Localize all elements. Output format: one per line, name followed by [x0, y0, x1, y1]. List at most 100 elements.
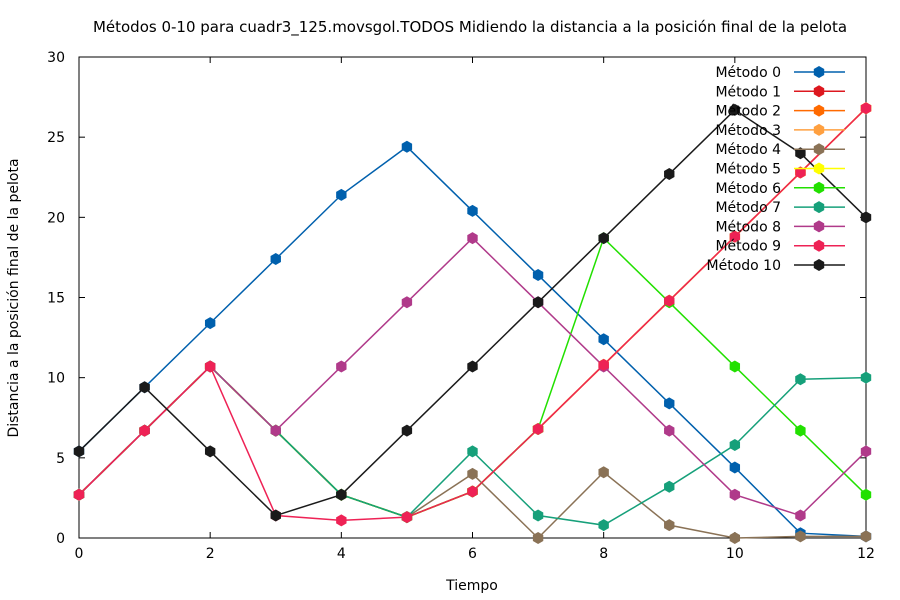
data-point: [795, 166, 806, 179]
legend-item: Método 0: [715, 65, 845, 81]
legend-label: Método 8: [715, 219, 781, 235]
x-tick-label: 2: [206, 546, 215, 562]
legend-swatch-marker: [813, 259, 825, 271]
data-point: [598, 466, 609, 479]
data-point: [664, 397, 675, 410]
data-point: [729, 103, 741, 116]
legend-label: Método 6: [715, 181, 781, 197]
data-point: [139, 424, 150, 437]
legend-swatch-marker: [813, 66, 825, 78]
data-point: [795, 373, 806, 386]
data-point: [336, 188, 347, 201]
data-point: [532, 532, 544, 544]
data-point: [598, 519, 609, 532]
data-point: [598, 333, 609, 346]
x-tick-label: 6: [468, 546, 477, 562]
legend-label: Método 10: [707, 258, 781, 274]
data-point: [270, 509, 281, 522]
data-point: [401, 296, 413, 309]
data-point: [860, 371, 872, 384]
legend-item: Método 3: [715, 123, 845, 139]
legend-swatch-marker: [813, 181, 825, 194]
legend-label: Método 0: [715, 65, 781, 81]
data-point: [664, 424, 675, 437]
data-point: [795, 509, 806, 522]
data-point: [860, 102, 872, 115]
data-point: [664, 480, 675, 493]
data-point: [532, 509, 544, 522]
data-point: [336, 488, 347, 501]
data-point: [729, 461, 741, 474]
series-layer: [73, 102, 872, 544]
data-point: [73, 445, 85, 458]
y-axis: 0 5 10 15 20 25 30: [47, 50, 866, 547]
legend-swatch-marker: [813, 143, 825, 156]
data-point: [729, 488, 741, 501]
x-tick-label: 4: [337, 546, 346, 562]
legend-swatch-marker: [813, 162, 825, 175]
data-point: [270, 424, 281, 437]
legend: Método 0 Método 1 Método 2 Método 3 Método 4…: [707, 65, 845, 274]
y-tick-label: 0: [56, 531, 65, 547]
legend-label: Método 3: [715, 123, 781, 139]
data-point: [532, 422, 544, 435]
y-tick-label: 25: [47, 130, 65, 146]
data-point: [729, 230, 741, 243]
data-point: [860, 530, 872, 543]
legend-item: Método 10: [707, 258, 845, 274]
y-tick-label: 10: [47, 371, 65, 387]
data-point: [860, 488, 872, 501]
y-tick-label: 15: [47, 291, 65, 307]
legend-item: Método 5: [715, 162, 845, 178]
legend-label: Método 4: [715, 142, 781, 158]
data-point: [401, 424, 413, 437]
data-point: [467, 485, 478, 498]
data-point: [401, 511, 413, 524]
data-point: [336, 514, 347, 527]
data-point: [204, 317, 216, 330]
data-point: [204, 445, 216, 458]
legend-item: Método 1: [715, 84, 845, 100]
data-point: [664, 519, 675, 532]
legend-label: Método 9: [715, 239, 781, 255]
data-point: [73, 488, 85, 501]
y-tick-label: 5: [56, 451, 65, 467]
data-point: [729, 532, 741, 544]
legend-item: Método 7: [715, 200, 845, 216]
legend-item: Método 8: [715, 219, 845, 235]
data-point: [598, 358, 609, 371]
x-axis: 0 2 4 6 8 10 12: [75, 57, 875, 562]
x-tick-label: 10: [726, 546, 744, 562]
data-point: [467, 467, 478, 480]
series-10: [73, 103, 872, 522]
data-point: [467, 204, 478, 217]
legend-swatch-marker: [813, 104, 825, 117]
data-point: [467, 360, 478, 373]
series-7: [73, 360, 872, 532]
legend-label: Método 7: [715, 200, 781, 216]
legend-item: Método 4: [715, 142, 845, 158]
legend-item: Método 6: [715, 181, 845, 197]
data-point: [598, 232, 609, 245]
legend-swatch-marker: [813, 85, 825, 98]
legend-swatch-marker: [813, 220, 825, 233]
data-point: [204, 360, 216, 373]
y-tick-label: 30: [47, 50, 65, 66]
legend-label: Método 2: [715, 104, 781, 120]
legend-swatch-marker: [813, 123, 825, 136]
data-point: [336, 360, 347, 373]
legend-item: Método 2: [715, 104, 845, 120]
legend-label: Método 1: [715, 84, 781, 100]
data-point: [139, 381, 150, 394]
data-point: [860, 211, 872, 224]
x-tick-label: 12: [857, 546, 875, 562]
legend-swatch-marker: [813, 239, 825, 252]
data-point: [795, 530, 806, 543]
y-axis-label: Distancia a la posición final de la pelo…: [6, 158, 22, 437]
data-point: [532, 269, 544, 282]
data-point: [860, 445, 872, 458]
legend-item: Método 9: [715, 239, 845, 255]
x-axis-label: Tiempo: [445, 578, 498, 594]
data-point: [401, 140, 413, 153]
